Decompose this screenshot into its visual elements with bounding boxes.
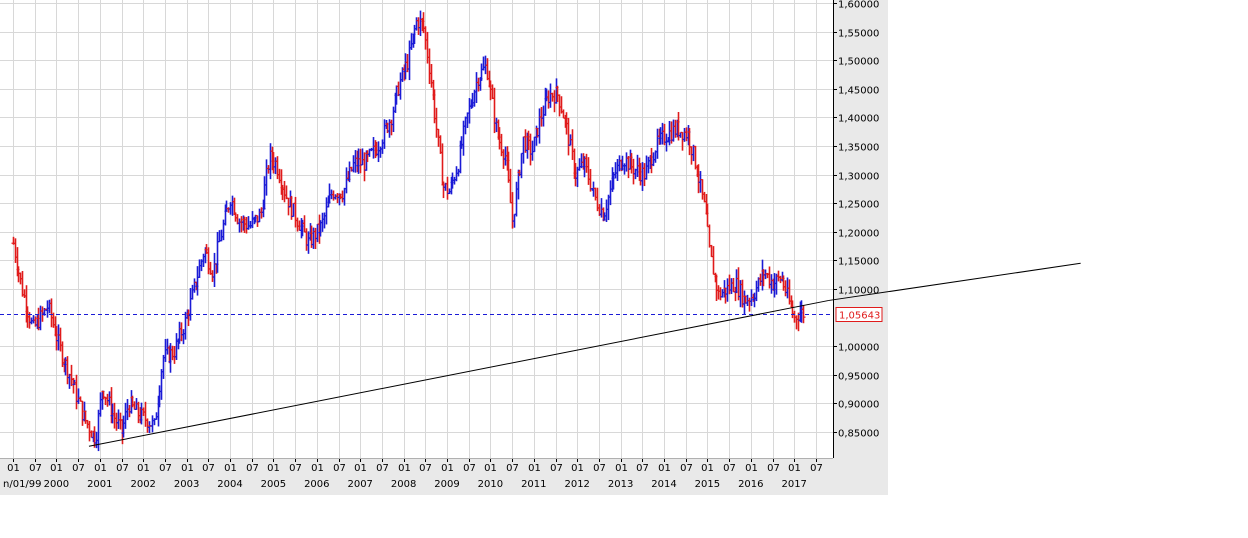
date-axis: 01 07 01 07 01 07 01 07 01 07 01 07 01 07 01 07 01 07 01 07… bbox=[3, 458, 823, 490]
x-month-label: 07 bbox=[550, 463, 563, 474]
x-month-label: 07 bbox=[810, 463, 823, 474]
date-axis-panel bbox=[0, 458, 888, 495]
y-tick-label: 0,95000 bbox=[838, 372, 879, 383]
x-year-label: 2002 bbox=[130, 479, 155, 490]
y-tick-label: 1,40000 bbox=[838, 114, 879, 125]
y-tick-label: 1,00000 bbox=[838, 343, 879, 354]
x-month-label: 01 bbox=[398, 463, 411, 474]
y-tick-label: 1,50000 bbox=[838, 57, 879, 68]
x-year-label: 2009 bbox=[434, 479, 459, 490]
grid-layer bbox=[0, 0, 833, 458]
x-year-label: 2010 bbox=[478, 479, 503, 490]
x-month-label: 07 bbox=[463, 463, 476, 474]
x-month-label: 01 bbox=[311, 463, 324, 474]
x-year-label: 2003 bbox=[174, 479, 199, 490]
support-trendline bbox=[88, 299, 830, 447]
x-year-label: 2012 bbox=[564, 479, 589, 490]
x-month-label: 01 bbox=[658, 463, 671, 474]
x-year-label: 2015 bbox=[695, 479, 720, 490]
x-year-label: 2006 bbox=[304, 479, 329, 490]
current-price-label: 1,05643 bbox=[839, 311, 880, 322]
x-month-label: 01 bbox=[571, 463, 584, 474]
y-tick-label: 1,15000 bbox=[838, 257, 879, 268]
y-tick-label: 1,45000 bbox=[838, 86, 879, 97]
price-axis: 1,60000 1,55000 1,50000 1,45000 1,40000 1,350… bbox=[833, 0, 883, 440]
x-year-label: 2001 bbox=[87, 479, 112, 490]
x-month-label: 07 bbox=[333, 463, 346, 474]
y-tick-label: 1,20000 bbox=[838, 229, 879, 240]
x-year-label: 2011 bbox=[521, 479, 546, 490]
x-year-label: 2007 bbox=[347, 479, 372, 490]
x-month-label: 01 bbox=[224, 463, 237, 474]
x-month-label: 07 bbox=[636, 463, 649, 474]
x-year-label: 2005 bbox=[261, 479, 286, 490]
x-month-label: 07 bbox=[289, 463, 302, 474]
x-year-label: n/01/99 bbox=[3, 479, 42, 490]
x-month-label: 01 bbox=[267, 463, 280, 474]
x-year-label: 2014 bbox=[651, 479, 676, 490]
x-month-label: 07 bbox=[419, 463, 432, 474]
x-year-label: 2013 bbox=[608, 479, 633, 490]
x-year-label: 2017 bbox=[781, 479, 806, 490]
x-month-label: 07 bbox=[593, 463, 606, 474]
x-month-label: 01 bbox=[354, 463, 367, 474]
y-tick-label: 1,30000 bbox=[838, 172, 879, 183]
annotation-lines-layer bbox=[0, 262, 1081, 447]
y-tick-label: 0,85000 bbox=[838, 429, 879, 440]
ohlc-bars-layer bbox=[11, 10, 806, 452]
x-month-label: 01 bbox=[181, 463, 194, 474]
x-month-label: 01 bbox=[94, 463, 107, 474]
x-month-label: 07 bbox=[767, 463, 780, 474]
y-tick-label: 1,35000 bbox=[838, 143, 879, 154]
x-month-label: 07 bbox=[723, 463, 736, 474]
x-month-label: 07 bbox=[376, 463, 389, 474]
x-month-label: 01 bbox=[137, 463, 150, 474]
y-tick-label: 0,90000 bbox=[838, 400, 879, 411]
x-month-label: 01 bbox=[745, 463, 758, 474]
x-month-label: 07 bbox=[72, 463, 85, 474]
x-month-label: 01 bbox=[528, 463, 541, 474]
y-tick-label: 1,25000 bbox=[838, 200, 879, 211]
x-year-label: 2016 bbox=[738, 479, 763, 490]
x-month-label: 07 bbox=[159, 463, 172, 474]
x-year-label: 2008 bbox=[391, 479, 416, 490]
current-price-label-box bbox=[835, 307, 883, 322]
x-month-label: 07 bbox=[680, 463, 693, 474]
chart-area-background bbox=[0, 0, 833, 458]
y-tick-label: 1,60000 bbox=[838, 0, 879, 11]
x-month-label: 01 bbox=[788, 463, 801, 474]
x-month-label: 01 bbox=[484, 463, 497, 474]
x-month-label: 01 bbox=[7, 463, 20, 474]
x-month-label: 07 bbox=[246, 463, 259, 474]
support-trendline-extension bbox=[828, 262, 1081, 301]
x-month-label: 07 bbox=[202, 463, 215, 474]
x-month-label: 07 bbox=[506, 463, 519, 474]
y-tick-label: 1,55000 bbox=[838, 29, 879, 40]
x-month-label: 01 bbox=[441, 463, 454, 474]
y-tick-label: 1,10000 bbox=[838, 286, 879, 297]
x-month-label: 01 bbox=[615, 463, 628, 474]
x-year-label: 2000 bbox=[44, 479, 69, 490]
x-month-label: 07 bbox=[29, 463, 42, 474]
x-month-label: 07 bbox=[116, 463, 129, 474]
x-month-label: 01 bbox=[701, 463, 714, 474]
price-axis-background bbox=[834, 0, 888, 458]
x-year-label: 2004 bbox=[217, 479, 242, 490]
x-month-label: 01 bbox=[50, 463, 63, 474]
